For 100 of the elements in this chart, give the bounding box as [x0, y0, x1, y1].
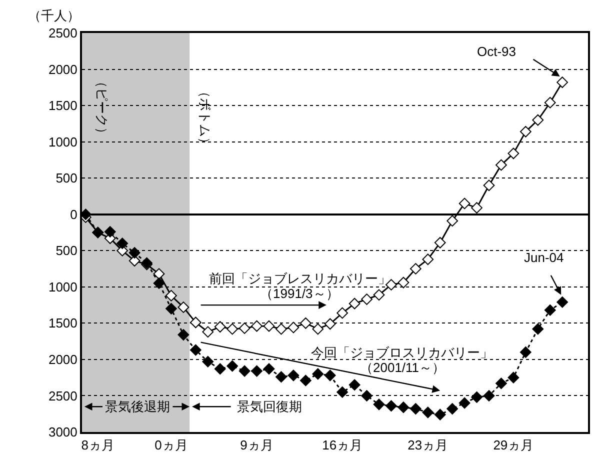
annotation: （2001/11～）: [360, 360, 446, 375]
point: [190, 316, 202, 328]
point: [288, 370, 300, 382]
point: [422, 406, 434, 418]
point: [532, 323, 544, 335]
point: [348, 379, 360, 391]
point: [471, 391, 482, 403]
y-tick-label: 2500: [48, 388, 78, 404]
annotation: 景気後退期: [105, 399, 170, 414]
point: [422, 254, 434, 266]
annotation: 前回「ジョブレスリカバリー」: [209, 271, 391, 286]
point: [276, 371, 287, 383]
point: [556, 296, 568, 308]
point: [434, 408, 446, 420]
y-tick-label: 0: [70, 206, 78, 222]
annotation: Oct-93: [477, 44, 516, 59]
point: [251, 320, 262, 332]
point: [458, 397, 470, 409]
y-tick-label: 1500: [48, 316, 78, 331]
point: [214, 321, 226, 333]
point: [263, 320, 275, 332]
point: [508, 372, 520, 384]
point: [128, 247, 140, 259]
point: [398, 276, 410, 288]
annotation: 今回「ジョブロスリカバリー」: [311, 345, 493, 360]
point: [373, 398, 385, 410]
point: [288, 322, 300, 334]
y-tick-label: 1000: [48, 134, 78, 150]
point: [251, 365, 262, 377]
point: [373, 289, 385, 301]
point: [410, 263, 422, 274]
point: [104, 226, 116, 238]
point: [348, 298, 360, 310]
point: [532, 114, 544, 126]
point: [471, 202, 482, 214]
point: [458, 198, 470, 210]
point: [508, 148, 520, 160]
y-tick-label: 1000: [48, 279, 78, 294]
point: [324, 318, 336, 330]
y-tick-label: 3000: [48, 424, 78, 440]
y-tick-label: 2000: [48, 352, 78, 367]
point: [300, 317, 312, 329]
point: [361, 294, 372, 305]
annotation: 景気回復期: [237, 399, 302, 414]
point: [214, 363, 226, 375]
x-tick-label: 29ヵ月: [493, 438, 534, 453]
point: [556, 76, 568, 88]
x-tick-label: 9ヵ月: [240, 438, 274, 453]
y-tick-label: 1500: [48, 98, 78, 114]
point: [238, 365, 250, 377]
point: [483, 180, 495, 192]
point: [80, 208, 92, 220]
point: [544, 304, 556, 316]
point: [336, 307, 348, 319]
y-tick-label: 500: [56, 243, 78, 258]
point: [276, 323, 287, 335]
point: [226, 360, 238, 372]
point: [300, 374, 312, 386]
point: [166, 290, 177, 302]
point: [116, 238, 128, 250]
point: [434, 236, 446, 248]
point: [398, 402, 410, 414]
annotation: （1991/3～）: [260, 286, 339, 301]
x-tick-label: 0ヵ月: [154, 438, 188, 453]
annotation: （ボトム）: [198, 85, 213, 150]
point: [178, 302, 190, 313]
y-axis-title: （千人）: [28, 8, 80, 23]
point: [190, 344, 202, 356]
point: [312, 323, 324, 335]
point: [520, 346, 532, 358]
y-tick-label: 2000: [48, 62, 78, 77]
point: [520, 126, 532, 138]
y-tick-label: 500: [56, 170, 78, 186]
point: [202, 356, 214, 368]
point: [312, 368, 324, 380]
point: [226, 323, 238, 335]
point: [263, 363, 275, 375]
point: [153, 278, 165, 289]
x-tick-label: 23ヵ月: [408, 438, 448, 453]
x-tick-label: 16ヵ月: [322, 438, 363, 453]
y-tick-label: 2500: [48, 26, 78, 41]
point: [336, 386, 348, 398]
point: [166, 302, 177, 314]
point: [153, 268, 165, 280]
point: [496, 159, 507, 171]
point: [238, 322, 250, 334]
point: [202, 326, 214, 338]
point: [324, 370, 336, 382]
point: [410, 403, 422, 414]
point: [386, 400, 397, 412]
point: [361, 390, 372, 402]
point: [544, 96, 556, 108]
point: [128, 255, 140, 266]
point: [178, 329, 190, 340]
point: [496, 378, 507, 390]
x-tick-label: 8ヵ月: [81, 438, 115, 453]
point: [446, 215, 458, 227]
point: [386, 279, 397, 290]
annotation: Jun-04: [524, 250, 564, 265]
point: [446, 403, 458, 414]
